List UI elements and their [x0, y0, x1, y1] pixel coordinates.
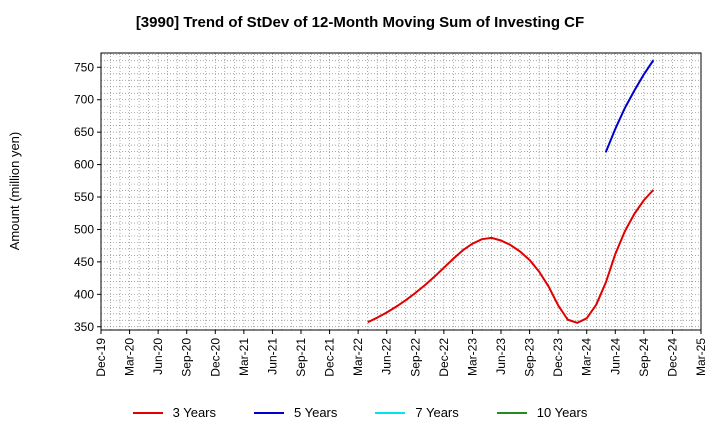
x-axis-ticks: Dec-19 Mar-20 Jun-20 Sep-20 Dec-20 Mar-21 Jun-…: [94, 330, 708, 377]
y-tick-label: 450: [74, 255, 94, 269]
x-tick-label: Dec-21: [323, 338, 337, 377]
legend-swatch: [375, 411, 406, 414]
y-tick-label: 500: [74, 222, 94, 236]
y-tick-label: 700: [74, 93, 94, 107]
x-tick-label: Mar-20: [123, 338, 137, 376]
y-tick-label: 400: [74, 287, 94, 301]
series-lines: [367, 59, 655, 324]
y-tick-label: 350: [74, 320, 94, 334]
legend-label: 5 Years: [294, 405, 338, 420]
y-axis-label: Amount (million yen): [7, 132, 22, 251]
x-tick-label: Sep-24: [637, 338, 651, 377]
legend-swatch: [254, 411, 284, 414]
x-tick-label: Jun-20: [151, 338, 165, 375]
y-axis-ticks: 350 400 450 500 550 600 650 700 750: [74, 60, 101, 334]
legend-item: 5 Years: [254, 405, 337, 420]
x-tick-label: Dec-23: [551, 338, 565, 377]
x-tick-label: Dec-20: [208, 338, 222, 377]
legend-label: 3 Years: [172, 405, 216, 420]
grid-lines: [101, 53, 701, 330]
x-tick-label: Dec-19: [94, 338, 108, 377]
legend-swatch: [496, 411, 527, 414]
y-tick-label: 750: [74, 60, 94, 74]
x-tick-label: Jun-21: [265, 338, 279, 375]
x-tick-label: Dec-22: [437, 338, 451, 377]
plot-area: [100, 52, 702, 331]
x-tick-label: Jun-23: [494, 338, 508, 375]
series-line-3-years: [367, 189, 655, 324]
legend-item: 10 Years: [496, 405, 588, 420]
x-tick-label: Mar-21: [237, 338, 251, 376]
x-tick-label: Jun-22: [380, 338, 394, 375]
y-tick-label: 600: [74, 158, 94, 172]
x-tick-label: Mar-25: [694, 338, 708, 376]
y-tick-label: 550: [74, 190, 94, 204]
x-tick-label: Sep-23: [523, 338, 537, 377]
x-tick-label: Sep-21: [294, 338, 308, 377]
x-tick-label: Jun-24: [608, 338, 622, 375]
x-tick-label: Dec-24: [665, 338, 679, 377]
legend-label: 7 Years: [415, 405, 459, 420]
x-tick-label: Mar-22: [351, 338, 365, 376]
legend-label: 10 Years: [536, 405, 588, 420]
series-line-5-years: [604, 59, 655, 153]
legend-item: 3 Years: [132, 405, 216, 420]
chart-title: [3990] Trend of StDev of 12-Month Moving…: [135, 14, 585, 31]
x-tick-label: Mar-24: [580, 338, 594, 376]
x-tick-label: Sep-20: [180, 338, 194, 377]
x-tick-label: Sep-22: [408, 338, 422, 377]
legend: 3 Years 5 Years 7 Years 10 Years: [0, 405, 720, 420]
legend-swatch: [132, 411, 163, 414]
x-tick-label: Mar-23: [465, 338, 479, 376]
legend-item: 7 Years: [375, 405, 459, 420]
y-tick-label: 650: [74, 125, 94, 139]
